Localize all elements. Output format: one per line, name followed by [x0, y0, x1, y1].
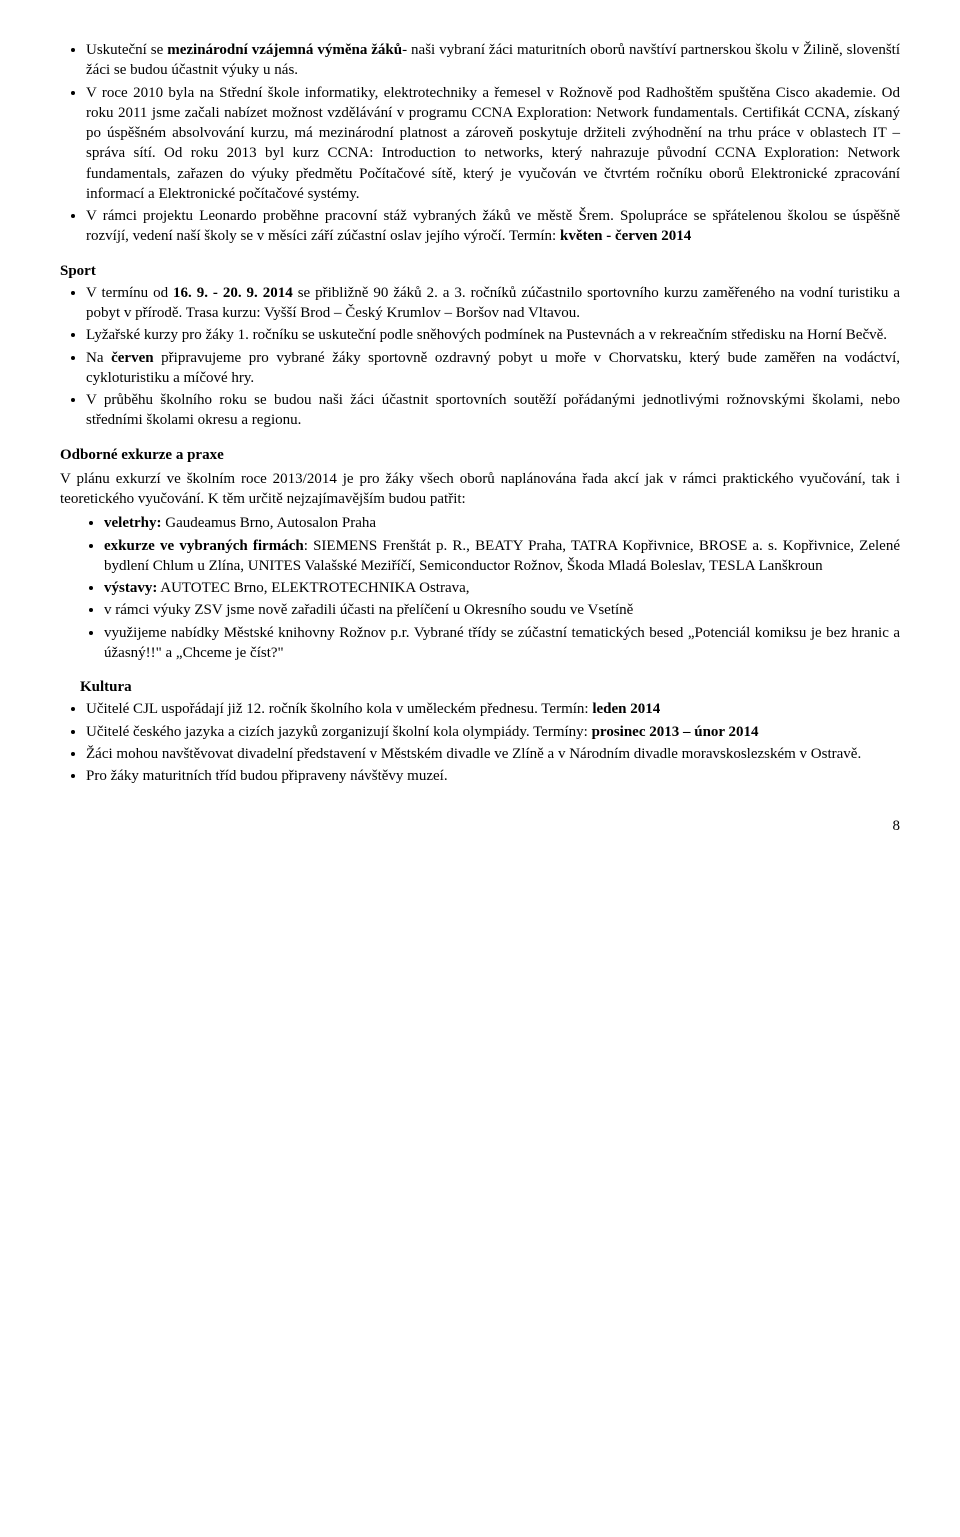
page-number: 8 — [60, 816, 900, 836]
culture-heading: Kultura — [80, 677, 900, 697]
list-item: V průběhu školního roku se budou naši žá… — [86, 390, 900, 431]
list-item: výstavy: AUTOTEC Brno, ELEKTROTECHNIKA O… — [104, 578, 900, 598]
excursions-intro: V plánu exkurzí ve školním roce 2013/201… — [60, 469, 900, 510]
excursions-bullet-list: veletrhy: Gaudeamus Brno, Autosalon Prah… — [60, 513, 900, 663]
list-item: Na červen připravujeme pro vybrané žáky … — [86, 348, 900, 389]
list-item: exkurze ve vybraných firmách: SIEMENS Fr… — [104, 536, 900, 577]
list-item: V rámci projektu Leonardo proběhne praco… — [86, 206, 900, 247]
list-item: Učitelé českého jazyka a cizích jazyků z… — [86, 722, 900, 742]
list-item: Pro žáky maturitních tříd budou připrave… — [86, 766, 900, 786]
list-item: Uskuteční se mezinárodní vzájemná výměna… — [86, 40, 900, 81]
sport-bullet-list: V termínu od 16. 9. - 20. 9. 2014 se při… — [60, 283, 900, 431]
sport-heading: Sport — [60, 261, 900, 281]
list-item: v rámci výuky ZSV jsme nově zařadili úča… — [104, 600, 900, 620]
list-item: Žáci mohou navštěvovat divadelní předsta… — [86, 744, 900, 764]
list-item: V roce 2010 byla na Střední škole inform… — [86, 83, 900, 205]
list-item: V termínu od 16. 9. - 20. 9. 2014 se při… — [86, 283, 900, 324]
excursions-heading: Odborné exkurze a praxe — [60, 445, 900, 465]
list-item: Učitelé CJL uspořádají již 12. ročník šk… — [86, 699, 900, 719]
list-item: využijeme nabídky Městské knihovny Rožno… — [104, 623, 900, 664]
culture-bullet-list: Učitelé CJL uspořádají již 12. ročník šk… — [60, 699, 900, 786]
top-bullet-list: Uskuteční se mezinárodní vzájemná výměna… — [60, 40, 900, 247]
list-item: Lyžařské kurzy pro žáky 1. ročníku se us… — [86, 325, 900, 345]
list-item: veletrhy: Gaudeamus Brno, Autosalon Prah… — [104, 513, 900, 533]
